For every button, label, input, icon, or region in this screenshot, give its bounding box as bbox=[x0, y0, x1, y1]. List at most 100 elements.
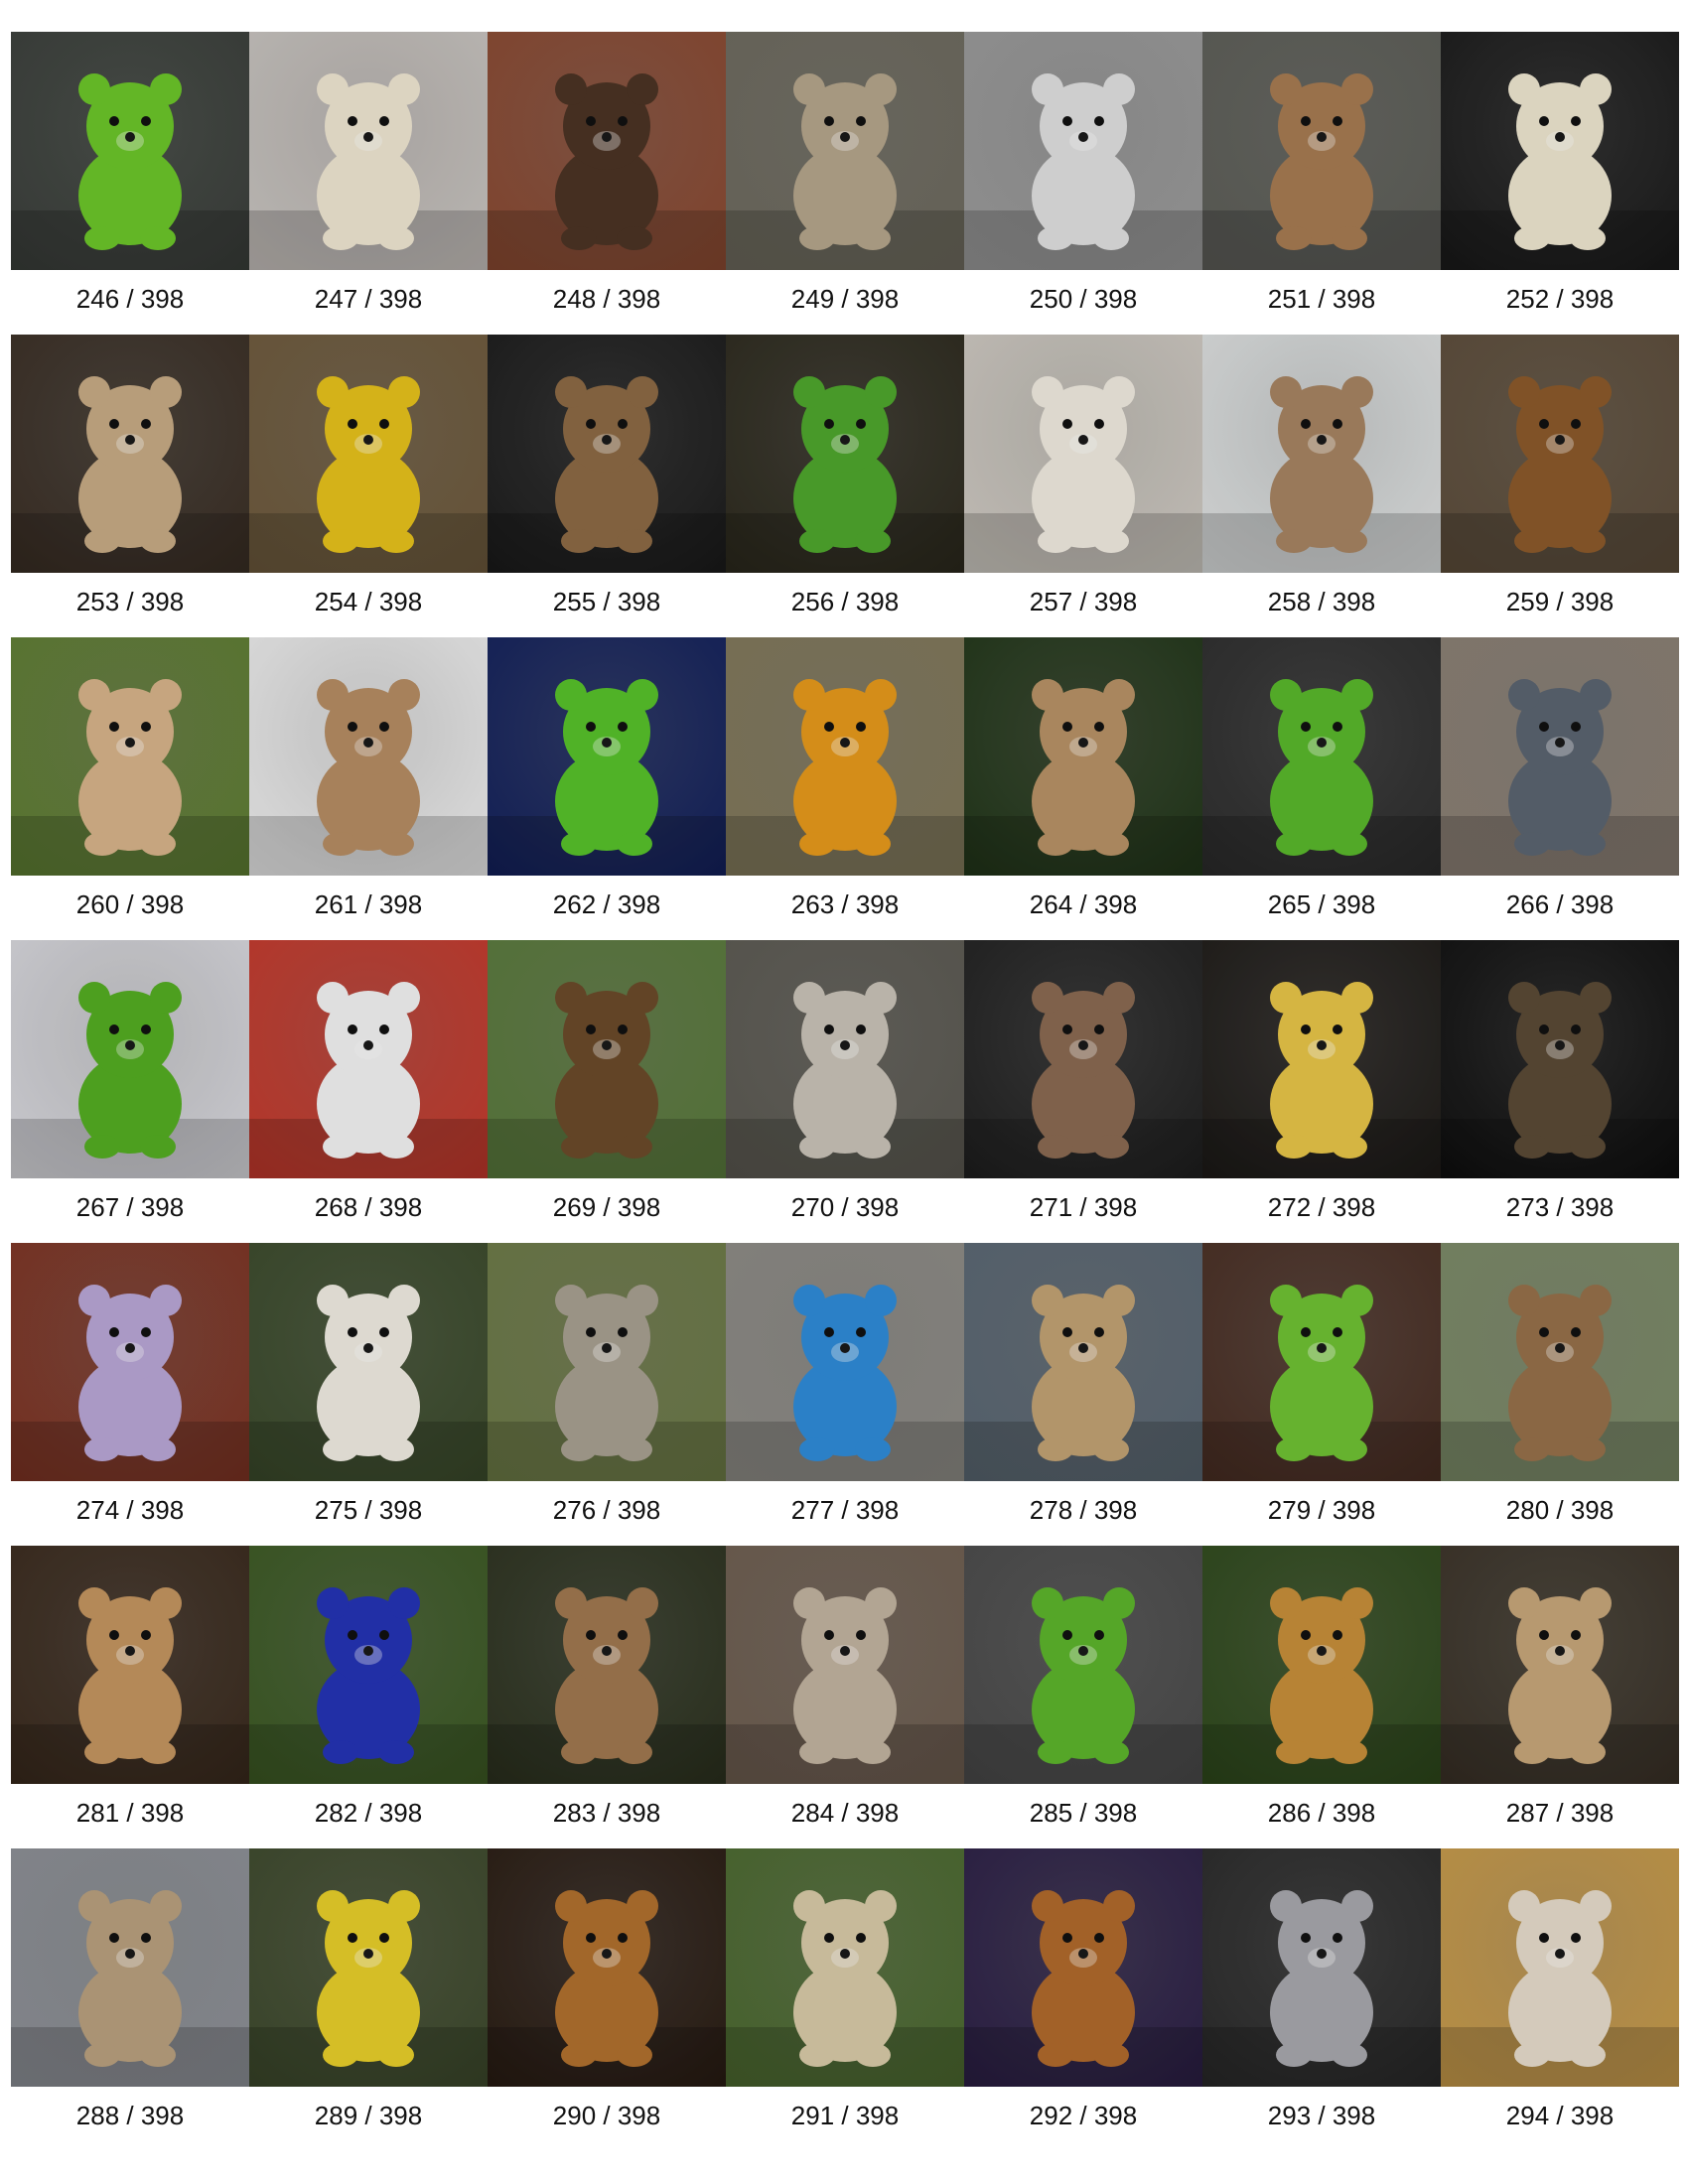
gallery-tile[interactable]: 267 / 398 bbox=[11, 940, 249, 1243]
gallery-tile[interactable]: 290 / 398 bbox=[488, 1848, 726, 2151]
thumbnail-image[interactable] bbox=[249, 637, 488, 876]
thumbnail-image[interactable] bbox=[11, 1848, 249, 2087]
thumbnail-image[interactable] bbox=[964, 637, 1202, 876]
gallery-tile[interactable]: 256 / 398 bbox=[726, 335, 964, 637]
thumbnail-image[interactable] bbox=[964, 32, 1202, 270]
thumbnail-image[interactable] bbox=[1202, 1848, 1441, 2087]
gallery-tile[interactable]: 286 / 398 bbox=[1202, 1546, 1441, 1848]
thumbnail-image[interactable] bbox=[964, 1848, 1202, 2087]
gallery-tile[interactable]: 263 / 398 bbox=[726, 637, 964, 940]
thumbnail-image[interactable] bbox=[249, 1848, 488, 2087]
thumbnail-image[interactable] bbox=[1441, 940, 1679, 1178]
thumbnail-image[interactable] bbox=[488, 1848, 726, 2087]
gallery-tile[interactable]: 274 / 398 bbox=[11, 1243, 249, 1546]
gallery-tile[interactable]: 254 / 398 bbox=[249, 335, 488, 637]
thumbnail-image[interactable] bbox=[1202, 1243, 1441, 1481]
gallery-tile[interactable]: 259 / 398 bbox=[1441, 335, 1679, 637]
gallery-tile[interactable]: 279 / 398 bbox=[1202, 1243, 1441, 1546]
gallery-tile[interactable]: 248 / 398 bbox=[488, 32, 726, 335]
thumbnail-image[interactable] bbox=[249, 335, 488, 573]
thumbnail-image[interactable] bbox=[249, 1546, 488, 1784]
thumbnail-image[interactable] bbox=[1202, 335, 1441, 573]
thumbnail-image[interactable] bbox=[1202, 1546, 1441, 1784]
thumbnail-image[interactable] bbox=[964, 335, 1202, 573]
gallery-tile[interactable]: 261 / 398 bbox=[249, 637, 488, 940]
thumbnail-image[interactable] bbox=[1202, 940, 1441, 1178]
gallery-tile[interactable]: 285 / 398 bbox=[964, 1546, 1202, 1848]
gallery-tile[interactable]: 265 / 398 bbox=[1202, 637, 1441, 940]
gallery-tile[interactable]: 294 / 398 bbox=[1441, 1848, 1679, 2151]
gallery-tile[interactable]: 282 / 398 bbox=[249, 1546, 488, 1848]
gallery-tile[interactable]: 280 / 398 bbox=[1441, 1243, 1679, 1546]
gallery-tile[interactable]: 269 / 398 bbox=[488, 940, 726, 1243]
gallery-tile[interactable]: 266 / 398 bbox=[1441, 637, 1679, 940]
gallery-tile[interactable]: 257 / 398 bbox=[964, 335, 1202, 637]
thumbnail-image[interactable] bbox=[11, 1546, 249, 1784]
thumbnail-image[interactable] bbox=[249, 32, 488, 270]
gallery-tile[interactable]: 252 / 398 bbox=[1441, 32, 1679, 335]
thumbnail-image[interactable] bbox=[1441, 335, 1679, 573]
gallery-tile[interactable]: 276 / 398 bbox=[488, 1243, 726, 1546]
thumbnail-image[interactable] bbox=[1441, 637, 1679, 876]
gallery-tile[interactable]: 264 / 398 bbox=[964, 637, 1202, 940]
thumbnail-image[interactable] bbox=[964, 1243, 1202, 1481]
gallery-tile[interactable]: 246 / 398 bbox=[11, 32, 249, 335]
thumbnail-image[interactable] bbox=[11, 32, 249, 270]
gallery-tile[interactable]: 255 / 398 bbox=[488, 335, 726, 637]
gallery-tile[interactable]: 291 / 398 bbox=[726, 1848, 964, 2151]
gallery-tile[interactable]: 262 / 398 bbox=[488, 637, 726, 940]
thumbnail-image[interactable] bbox=[1441, 32, 1679, 270]
thumbnail-image[interactable] bbox=[488, 637, 726, 876]
gallery-tile[interactable]: 289 / 398 bbox=[249, 1848, 488, 2151]
gallery-tile[interactable]: 284 / 398 bbox=[726, 1546, 964, 1848]
gallery-tile[interactable]: 293 / 398 bbox=[1202, 1848, 1441, 2151]
thumbnail-image[interactable] bbox=[726, 32, 964, 270]
gallery-tile[interactable]: 281 / 398 bbox=[11, 1546, 249, 1848]
gallery-tile[interactable]: 268 / 398 bbox=[249, 940, 488, 1243]
thumbnail-image[interactable] bbox=[488, 335, 726, 573]
thumbnail-image[interactable] bbox=[1441, 1848, 1679, 2087]
gallery-tile[interactable]: 278 / 398 bbox=[964, 1243, 1202, 1546]
thumbnail-image[interactable] bbox=[249, 1243, 488, 1481]
thumbnail-image[interactable] bbox=[726, 335, 964, 573]
gallery-tile[interactable]: 271 / 398 bbox=[964, 940, 1202, 1243]
gallery-tile[interactable]: 275 / 398 bbox=[249, 1243, 488, 1546]
thumbnail-image[interactable] bbox=[726, 940, 964, 1178]
thumbnail-image[interactable] bbox=[488, 1546, 726, 1784]
thumbnail-image[interactable] bbox=[11, 940, 249, 1178]
gallery-tile[interactable]: 249 / 398 bbox=[726, 32, 964, 335]
thumbnail-image[interactable] bbox=[488, 32, 726, 270]
gallery-tile[interactable]: 273 / 398 bbox=[1441, 940, 1679, 1243]
gallery-tile[interactable]: 258 / 398 bbox=[1202, 335, 1441, 637]
gallery-tile[interactable]: 260 / 398 bbox=[11, 637, 249, 940]
thumbnail-image[interactable] bbox=[488, 1243, 726, 1481]
thumbnail-image[interactable] bbox=[488, 940, 726, 1178]
thumbnail-image[interactable] bbox=[726, 1546, 964, 1784]
plush-toy-picture bbox=[249, 1546, 488, 1784]
image-index-caption: 292 / 398 bbox=[1029, 2101, 1138, 2130]
thumbnail-image[interactable] bbox=[964, 940, 1202, 1178]
gallery-tile[interactable]: 292 / 398 bbox=[964, 1848, 1202, 2151]
thumbnail-image[interactable] bbox=[1202, 32, 1441, 270]
gallery-tile[interactable]: 277 / 398 bbox=[726, 1243, 964, 1546]
thumbnail-image[interactable] bbox=[11, 1243, 249, 1481]
thumbnail-image[interactable] bbox=[726, 637, 964, 876]
gallery-tile[interactable]: 288 / 398 bbox=[11, 1848, 249, 2151]
gallery-tile[interactable]: 272 / 398 bbox=[1202, 940, 1441, 1243]
gallery-tile[interactable]: 287 / 398 bbox=[1441, 1546, 1679, 1848]
gallery-tile[interactable]: 247 / 398 bbox=[249, 32, 488, 335]
gallery-tile[interactable]: 251 / 398 bbox=[1202, 32, 1441, 335]
thumbnail-image[interactable] bbox=[11, 335, 249, 573]
thumbnail-image[interactable] bbox=[249, 940, 488, 1178]
gallery-tile[interactable]: 283 / 398 bbox=[488, 1546, 726, 1848]
gallery-tile[interactable]: 270 / 398 bbox=[726, 940, 964, 1243]
thumbnail-image[interactable] bbox=[964, 1546, 1202, 1784]
thumbnail-image[interactable] bbox=[1441, 1546, 1679, 1784]
thumbnail-image[interactable] bbox=[1202, 637, 1441, 876]
thumbnail-image[interactable] bbox=[1441, 1243, 1679, 1481]
gallery-tile[interactable]: 250 / 398 bbox=[964, 32, 1202, 335]
thumbnail-image[interactable] bbox=[11, 637, 249, 876]
thumbnail-image[interactable] bbox=[726, 1243, 964, 1481]
gallery-tile[interactable]: 253 / 398 bbox=[11, 335, 249, 637]
thumbnail-image[interactable] bbox=[726, 1848, 964, 2087]
